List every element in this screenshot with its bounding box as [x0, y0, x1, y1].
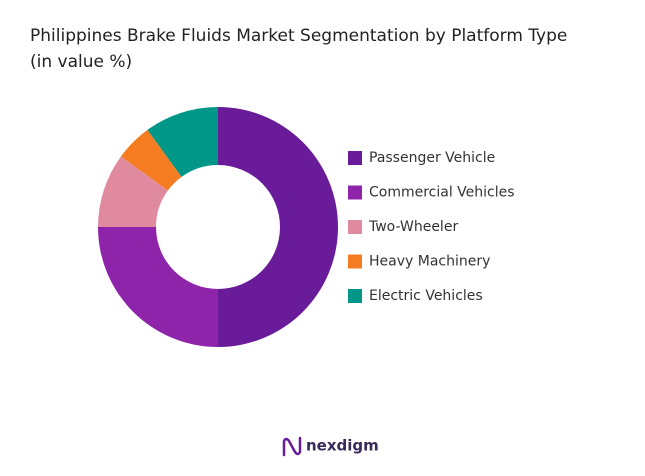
donut-slice: [98, 227, 218, 347]
brand-logo: nexdigm: [282, 437, 379, 457]
legend-label: Heavy Machinery: [369, 254, 490, 270]
legend-label: Electric Vehicles: [369, 288, 483, 304]
donut-slice: [147, 107, 218, 177]
legend-label: Two-Wheeler: [368, 219, 458, 235]
legend-swatch: [348, 185, 362, 200]
chart-title: Philippines Brake Fluids Market Segmenta…: [30, 26, 567, 46]
legend-label: Commercial Vehicles: [369, 185, 515, 201]
legend-swatch: [348, 151, 362, 165]
legend-swatch: [348, 289, 362, 303]
brand-name: nexdigm: [306, 437, 379, 455]
chart-subtitle: (in value %): [30, 52, 132, 72]
legend-label: Passenger Vehicle: [369, 150, 495, 166]
legend-swatch: [348, 254, 362, 269]
legend-swatch: [348, 220, 362, 234]
donut-slice: [98, 156, 168, 227]
donut-slice: [120, 129, 182, 191]
donut-slice: [218, 107, 338, 347]
